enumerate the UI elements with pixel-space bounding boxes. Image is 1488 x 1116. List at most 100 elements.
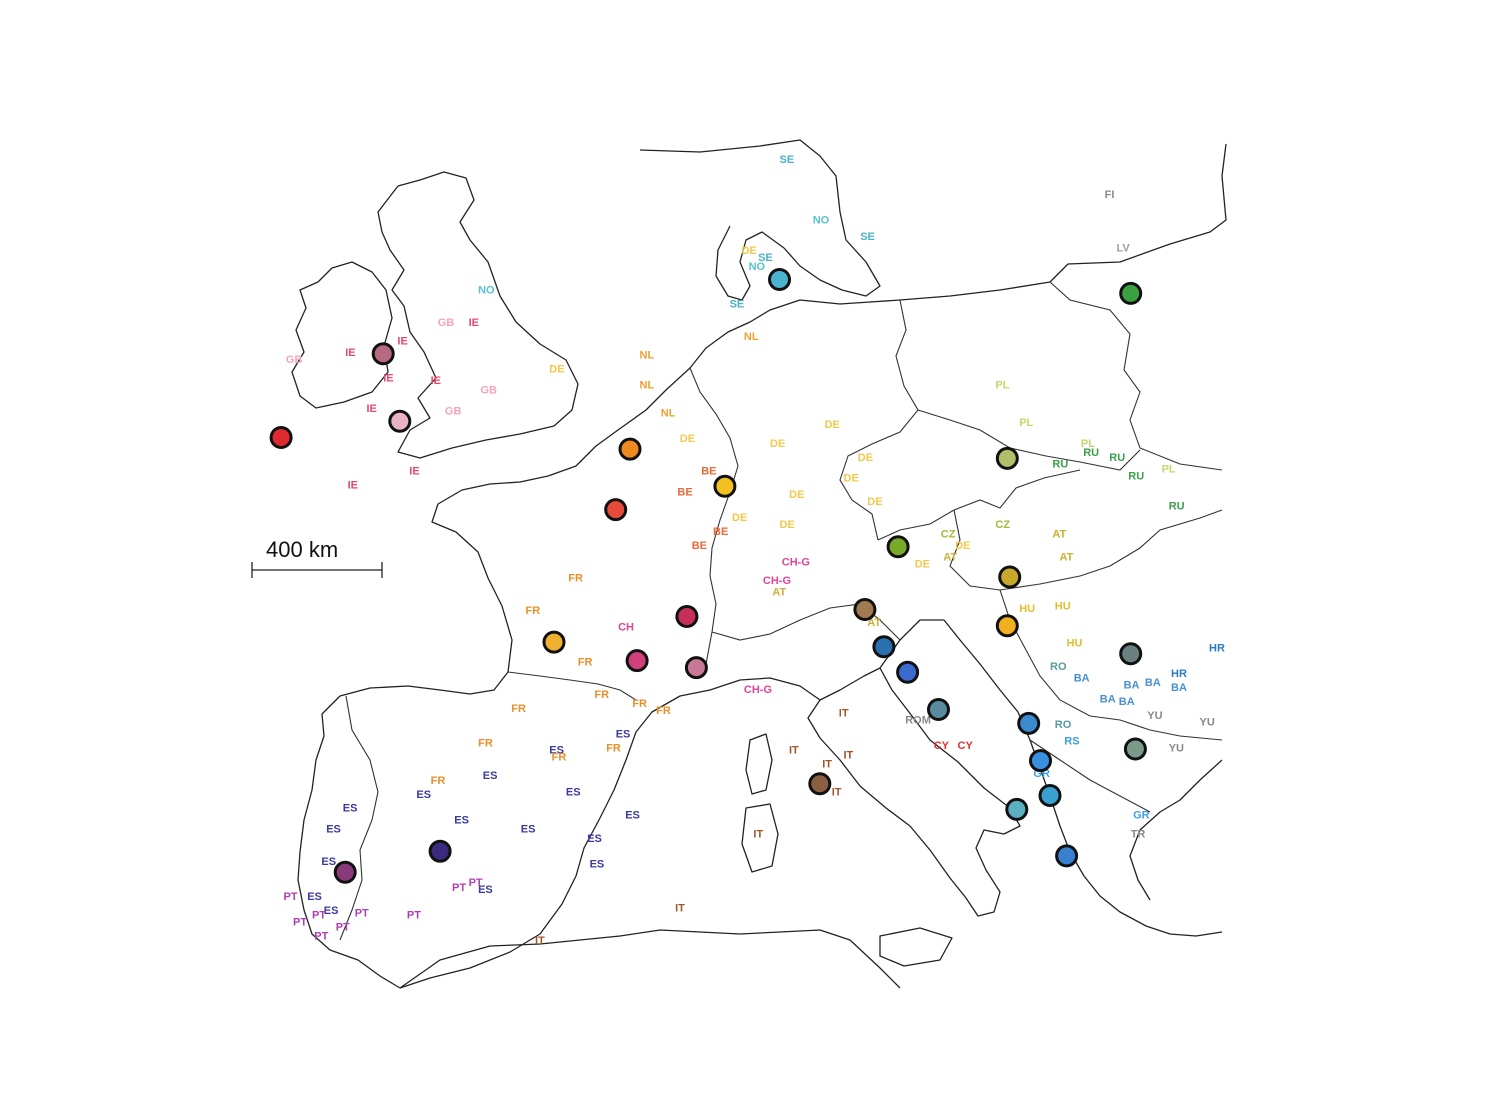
country-label: IT — [832, 787, 842, 799]
border-spain-portugal — [339, 695, 379, 941]
population-centroid-marker — [886, 535, 910, 559]
country-label: DE — [770, 438, 785, 450]
border-hungary-south — [949, 509, 1223, 591]
country-label: IT — [535, 935, 545, 947]
population-centroid-marker — [872, 635, 896, 659]
country-label: FR — [568, 573, 583, 585]
scale-bar-label: 400 km — [266, 537, 338, 562]
country-label: ES — [566, 787, 581, 799]
border-austria-hungary — [877, 469, 1081, 541]
border-spain-france — [507, 671, 637, 701]
coastline-corsica — [745, 733, 773, 795]
population-centroid-marker — [713, 474, 737, 498]
country-label: IE — [383, 373, 393, 385]
country-label: RU — [1109, 452, 1125, 464]
map-frame — [291, 139, 1227, 989]
country-label: NL — [640, 380, 655, 392]
country-label: FR — [632, 698, 647, 710]
country-label: ES — [625, 810, 640, 822]
country-label: CY — [958, 740, 974, 752]
population-centroid-marker — [995, 446, 1019, 470]
country-label: BA — [1124, 680, 1140, 692]
country-label: FR — [578, 656, 593, 668]
country-label: ES — [590, 859, 605, 871]
country-label: ES — [321, 856, 336, 868]
country-label: CZ — [995, 519, 1010, 531]
population-centroid-marker — [1005, 797, 1029, 821]
country-label: PT — [336, 921, 350, 933]
coastline-mediterranean-west — [399, 677, 821, 989]
country-label: PL — [1162, 463, 1176, 475]
country-label: YU — [1169, 742, 1184, 754]
country-label: HU — [1019, 603, 1035, 615]
country-label: CH-G — [782, 556, 810, 568]
population-centroid-marker — [995, 614, 1019, 638]
country-label: IE — [431, 375, 441, 387]
population-centroid-marker — [388, 409, 412, 433]
country-label: CH-G — [744, 684, 772, 696]
country-label: RO — [1055, 719, 1072, 731]
country-label: PL — [995, 380, 1009, 392]
country-label: PT — [355, 907, 369, 919]
country-label: RU — [1083, 447, 1099, 459]
border-france-germany — [689, 367, 739, 665]
population-centroid-marker — [927, 698, 950, 721]
country-label: DE — [732, 512, 747, 524]
coastline-mainland — [297, 143, 1227, 989]
country-label: DE — [955, 540, 970, 552]
country-label: BE — [713, 526, 728, 538]
population-centroid-marker — [1123, 737, 1147, 761]
population-centroid-marker — [625, 649, 649, 673]
country-label: IT — [844, 749, 854, 761]
coastline-scandinavia — [639, 139, 881, 301]
country-label: YU — [1200, 717, 1215, 729]
country-label: IE — [348, 480, 358, 492]
coastline-balkans — [879, 619, 1223, 937]
country-label: NL — [744, 331, 759, 343]
country-label: RU — [1128, 470, 1144, 482]
country-label: CZ — [941, 529, 956, 541]
border-czech-slovak — [917, 409, 1141, 471]
population-centroid-marker — [1038, 784, 1062, 807]
country-label: IT — [789, 745, 799, 757]
country-label: ES — [324, 905, 339, 917]
border-switzerland-italy — [711, 603, 901, 641]
country-label: DE — [858, 452, 873, 464]
population-centroid-marker — [1055, 844, 1079, 868]
population-centroid-marker — [1029, 749, 1052, 773]
country-label: AT — [867, 617, 881, 629]
country-label: IT — [675, 903, 685, 915]
country-label: HU — [1055, 601, 1071, 613]
country-label: GB — [445, 405, 462, 417]
country-label: CY — [934, 740, 950, 752]
country-label: RU — [1169, 501, 1185, 513]
country-label: NL — [661, 408, 676, 420]
country-label: FR — [594, 689, 609, 701]
country-label: TR — [1131, 828, 1146, 840]
country-label: ROM — [905, 714, 931, 726]
country-label: BE — [692, 540, 707, 552]
country-label: BA — [1171, 682, 1187, 694]
country-label: IT — [822, 759, 832, 771]
country-label: ES — [521, 824, 536, 836]
country-label: GR — [1133, 810, 1150, 822]
border-poland-east — [1049, 281, 1223, 471]
country-label: FR — [511, 703, 526, 715]
country-label: SE — [730, 298, 745, 310]
country-label: ES — [549, 745, 564, 757]
country-label: AT — [943, 552, 957, 564]
country-label: IE — [367, 403, 377, 415]
country-label: HU — [1067, 638, 1083, 650]
country-label: AT — [1060, 552, 1074, 564]
country-label: ES — [587, 833, 602, 845]
population-centroid-marker — [1119, 281, 1143, 305]
country-code-labels: SENOSEFILVSENODESENOIEGBIEIEIEIEGBIEIEIE… — [284, 154, 1225, 947]
country-label: NO — [749, 261, 766, 273]
country-label: FR — [656, 705, 671, 717]
country-label: DE — [825, 419, 840, 431]
country-label: PL — [1081, 438, 1095, 450]
country-label: BA — [1119, 696, 1135, 708]
country-label: FR — [431, 775, 446, 787]
